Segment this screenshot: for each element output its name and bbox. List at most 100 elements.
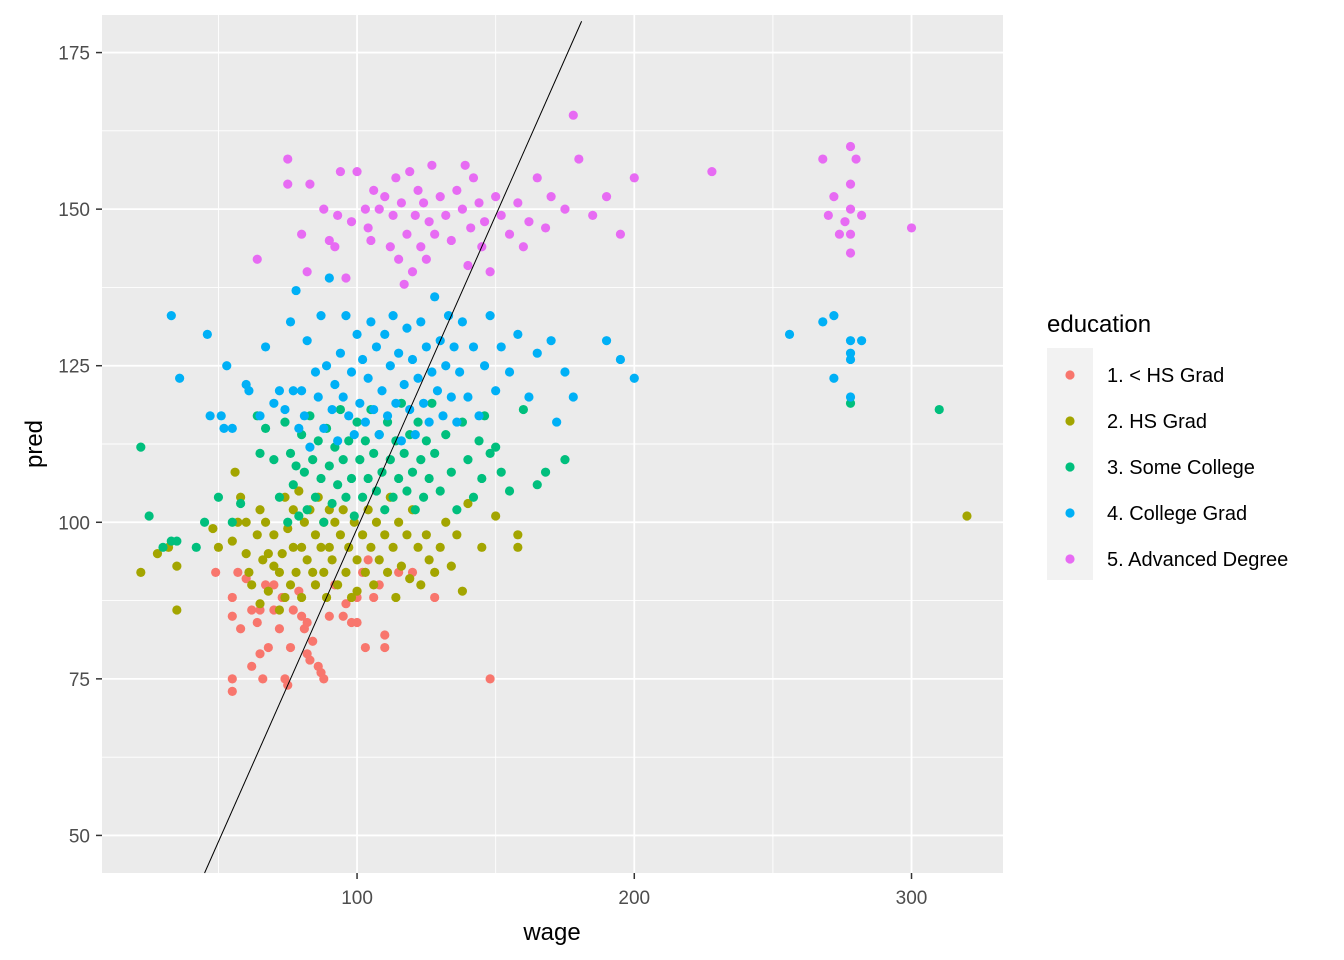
data-point <box>382 567 393 577</box>
data-point <box>335 166 346 177</box>
data-point <box>388 311 398 321</box>
data-point <box>845 204 856 214</box>
x-tick-label: 300 <box>896 888 928 909</box>
data-point <box>405 166 415 177</box>
data-point <box>352 586 362 596</box>
data-point <box>380 642 390 653</box>
data-point <box>410 505 420 515</box>
data-point <box>252 617 262 628</box>
data-point <box>136 567 146 577</box>
data-point <box>260 517 271 527</box>
data-point <box>399 379 409 390</box>
legend-key <box>1065 508 1075 518</box>
data-point <box>202 329 212 340</box>
data-point <box>319 204 329 214</box>
y-tick-label: 75 <box>69 670 90 691</box>
data-point <box>233 567 243 577</box>
data-point <box>327 555 337 565</box>
data-point <box>574 154 584 164</box>
data-point <box>274 386 285 396</box>
data-point <box>463 498 473 509</box>
data-point <box>845 336 856 346</box>
data-point <box>388 492 398 502</box>
data-point <box>479 217 490 227</box>
data-point <box>615 354 626 365</box>
data-point <box>402 229 412 239</box>
data-point <box>834 229 845 239</box>
data-point <box>629 173 639 183</box>
data-point <box>430 292 440 302</box>
data-point <box>441 517 451 527</box>
legend: education 1. < HS Grad 2. HS Grad 3. Some … <box>1047 311 1288 580</box>
data-point <box>829 373 839 383</box>
data-point <box>829 311 839 321</box>
data-point <box>252 254 262 264</box>
data-point <box>513 329 523 340</box>
data-point <box>416 317 426 327</box>
data-point <box>906 223 917 233</box>
data-point <box>227 517 237 527</box>
data-point <box>446 392 456 402</box>
data-point <box>299 467 309 477</box>
data-point <box>402 486 412 496</box>
data-point <box>369 404 379 415</box>
data-point <box>236 624 246 634</box>
data-point <box>427 160 437 170</box>
data-point <box>247 605 257 615</box>
data-point <box>380 630 390 640</box>
data-point <box>288 542 298 552</box>
data-point <box>227 536 237 546</box>
data-point <box>477 473 487 484</box>
data-point <box>388 210 398 221</box>
data-point <box>468 492 479 502</box>
data-point <box>274 492 285 502</box>
data-point <box>288 480 298 490</box>
data-point <box>424 555 434 565</box>
data-point <box>333 580 343 590</box>
data-point <box>363 473 373 484</box>
data-point <box>327 498 337 509</box>
data-point <box>288 605 298 615</box>
data-point <box>302 555 312 565</box>
data-point <box>211 567 221 577</box>
legend-entries: 1. < HS Grad 2. HS Grad 3. Some College 4. … <box>1065 365 1288 571</box>
data-point <box>260 423 271 433</box>
data-point <box>441 361 451 371</box>
legend-key <box>1065 370 1075 380</box>
data-point <box>291 567 301 577</box>
data-point <box>371 342 382 352</box>
data-point <box>474 436 484 446</box>
data-point <box>396 436 407 446</box>
data-point <box>355 455 365 465</box>
data-point <box>280 404 290 415</box>
data-point <box>496 342 506 352</box>
data-point <box>532 480 542 490</box>
data-point <box>324 461 334 471</box>
data-point <box>283 154 293 164</box>
data-point <box>258 674 268 684</box>
data-point <box>349 430 359 440</box>
data-point <box>504 486 515 496</box>
data-point <box>629 373 639 383</box>
data-point <box>394 473 404 484</box>
data-point <box>324 611 334 621</box>
data-point <box>504 229 515 239</box>
data-point <box>346 592 357 603</box>
data-point <box>560 367 570 377</box>
data-point <box>474 411 484 421</box>
data-point <box>845 354 856 365</box>
x-tick-label: 100 <box>341 888 373 909</box>
data-point <box>269 455 279 465</box>
data-point <box>341 311 351 321</box>
data-point <box>333 480 343 490</box>
data-point <box>255 505 265 515</box>
data-point <box>416 580 426 590</box>
data-point <box>227 674 237 684</box>
data-point <box>477 542 487 552</box>
data-point <box>818 154 828 164</box>
data-point <box>247 580 257 590</box>
data-point <box>302 336 312 346</box>
legend-key <box>1065 554 1075 564</box>
data-point <box>263 642 273 653</box>
